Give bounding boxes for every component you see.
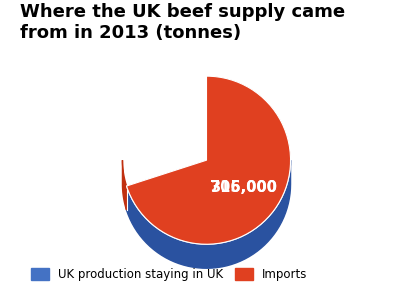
Polygon shape — [122, 160, 126, 210]
Polygon shape — [126, 160, 290, 268]
Legend: UK production staying in UK, Imports: UK production staying in UK, Imports — [26, 264, 312, 286]
Text: 715,000: 715,000 — [210, 180, 277, 195]
Wedge shape — [126, 76, 290, 244]
Wedge shape — [126, 76, 290, 244]
Text: 306,000: 306,000 — [211, 180, 277, 195]
Text: Where the UK beef supply came
from in 2013 (tonnes): Where the UK beef supply came from in 20… — [20, 3, 345, 42]
